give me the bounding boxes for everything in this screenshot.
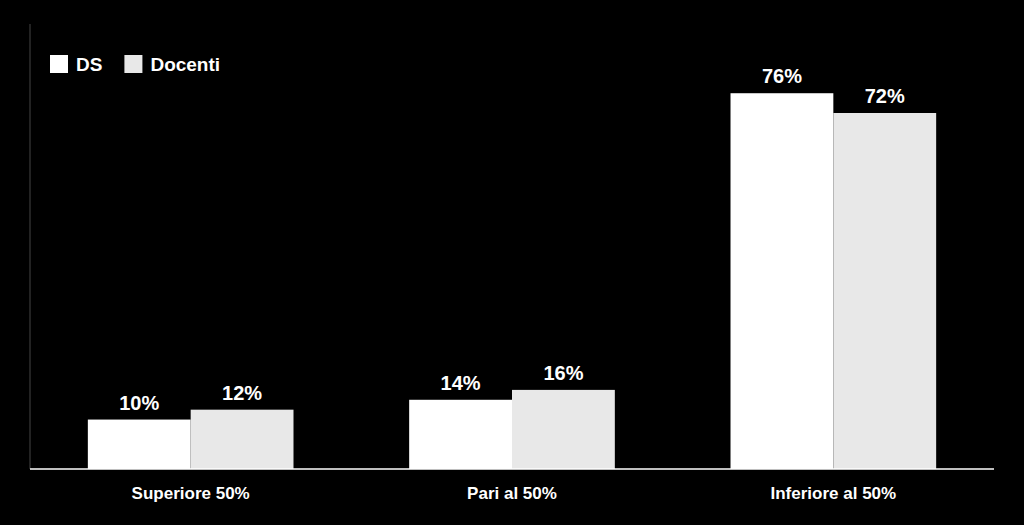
bar <box>88 420 191 469</box>
data-label: 14% <box>441 372 481 394</box>
bar <box>409 400 512 469</box>
bars <box>88 93 936 469</box>
bar <box>731 93 834 469</box>
legend-swatch <box>50 55 68 73</box>
bar <box>191 410 294 469</box>
data-label: 16% <box>543 362 583 384</box>
x-axis-line <box>30 468 994 470</box>
chart: 10% 14% 76% 12% 16% 72% Superiore 50% Pari al 5… <box>0 0 1024 525</box>
data-label: 72% <box>865 85 905 107</box>
legend-label: Docenti <box>150 54 220 75</box>
x-tick-label: Pari al 50% <box>467 484 557 503</box>
data-label: 12% <box>222 382 262 404</box>
legend-label: DS <box>76 54 102 75</box>
legend-swatch <box>124 55 142 73</box>
data-label: 76% <box>762 65 802 87</box>
background <box>0 0 1024 525</box>
legend: DS Docenti <box>50 54 220 75</box>
x-tick-label: Superiore 50% <box>132 484 250 503</box>
bar <box>833 113 936 469</box>
data-label: 10% <box>119 392 159 414</box>
x-tick-label: Inferiore al 50% <box>770 484 896 503</box>
data-labels: 10% 14% 76% 12% 16% 72% <box>119 65 905 413</box>
y-axis-line <box>30 24 31 469</box>
bar <box>512 390 615 469</box>
